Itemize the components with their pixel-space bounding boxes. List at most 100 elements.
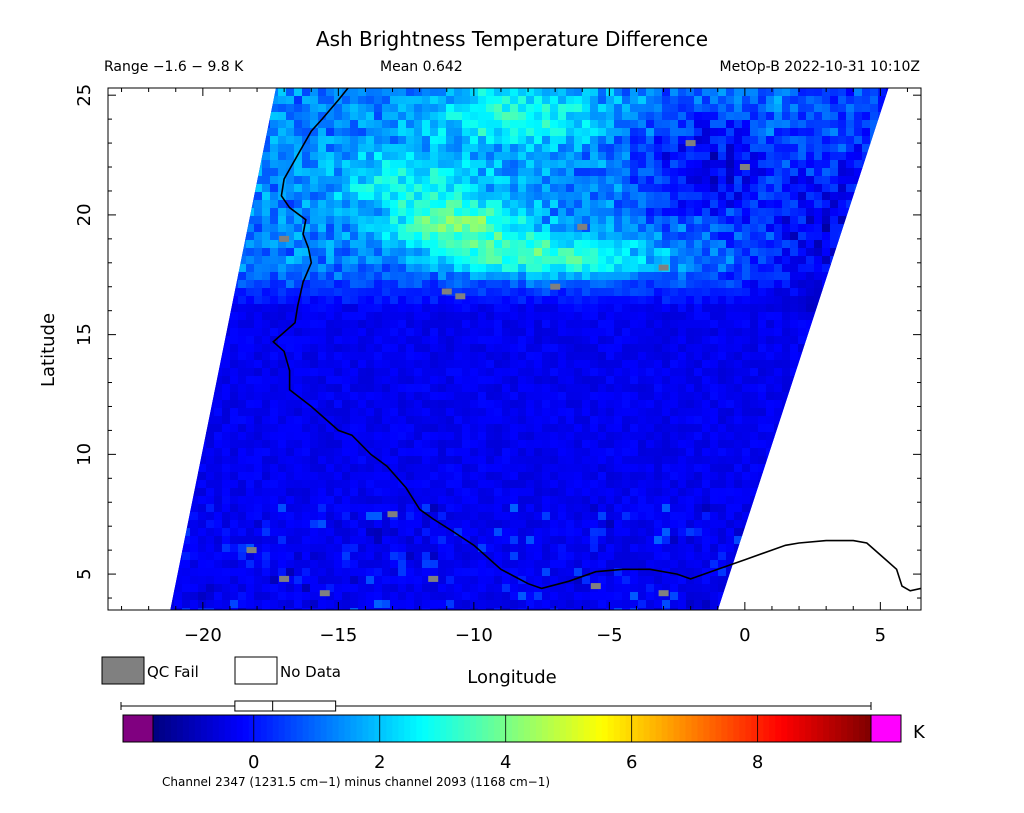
heatmap-cell [822, 384, 831, 393]
heatmap-cell [534, 240, 543, 249]
heatmap-cell [206, 440, 215, 449]
heatmap-cell [694, 144, 703, 153]
heatmap-cell [302, 128, 311, 137]
heatmap-cell [190, 512, 199, 521]
heatmap-cell [862, 104, 871, 113]
heatmap-cell [406, 416, 415, 425]
heatmap-cell [630, 136, 639, 145]
heatmap-cell [534, 312, 543, 321]
heatmap-cell [862, 352, 871, 361]
heatmap-cell [774, 440, 783, 449]
heatmap-cell [294, 360, 303, 369]
heatmap-cell [750, 256, 759, 265]
heatmap-cell [302, 384, 311, 393]
heatmap-cell [502, 88, 511, 97]
heatmap-cell [806, 208, 815, 217]
heatmap-cell [334, 304, 343, 313]
heatmap-cell [630, 192, 639, 201]
heatmap-cell [614, 192, 623, 201]
heatmap-cell [318, 200, 327, 209]
heatmap-cell [358, 96, 367, 105]
heatmap-cell [846, 224, 855, 233]
heatmap-cell [462, 288, 471, 297]
heatmap-cell [398, 456, 407, 465]
heatmap-cell [470, 296, 479, 305]
heatmap-cell [174, 304, 183, 313]
heatmap-cell [758, 248, 767, 257]
heatmap-cell [422, 440, 431, 449]
heatmap-cell [286, 184, 295, 193]
heatmap-cell [190, 432, 199, 441]
heatmap-cell [238, 168, 247, 177]
heatmap-cell [822, 256, 831, 265]
heatmap-cell [278, 416, 287, 425]
heatmap-cell [422, 320, 431, 329]
heatmap-cell [350, 296, 359, 305]
heatmap-cell [894, 504, 902, 512]
heatmap-cell [886, 360, 889, 369]
heatmap-cell [198, 192, 207, 201]
heatmap-cell [694, 480, 703, 489]
heatmap-cell [878, 464, 887, 473]
heatmap-cell [542, 496, 551, 505]
heatmap-cell [510, 240, 519, 249]
heatmap-cell [598, 304, 607, 313]
heatmap-cell [350, 344, 359, 353]
heatmap-cell [398, 104, 407, 113]
heatmap-cell [702, 200, 711, 209]
heatmap-cell [302, 344, 311, 353]
heatmap-cell [494, 176, 503, 185]
heatmap-cell [702, 496, 711, 505]
heatmap-cell [870, 208, 879, 217]
heatmap-cell [494, 184, 503, 193]
heatmap-cell [278, 344, 287, 353]
heatmap-cell [838, 496, 847, 505]
heatmap-cell [782, 272, 791, 281]
heatmap-cell [510, 384, 519, 393]
heatmap-cell [334, 328, 343, 337]
heatmap-cell [670, 376, 679, 385]
heatmap-cell [230, 504, 239, 513]
heatmap-cell [518, 272, 527, 281]
heatmap-cell [566, 288, 575, 297]
heatmap-cell [558, 400, 567, 409]
heatmap-cell [702, 224, 711, 233]
heatmap-cell [646, 320, 655, 329]
heatmap-cell [198, 496, 207, 505]
heatmap-cell [782, 376, 791, 385]
heatmap-cell [542, 272, 551, 281]
heatmap-cell [598, 320, 607, 329]
heatmap-cell [454, 208, 463, 217]
heatmap-cell [406, 280, 415, 289]
heatmap-cell [326, 328, 335, 337]
heatmap-cell [782, 296, 791, 305]
heatmap-cell [862, 360, 871, 369]
heatmap-cell [334, 384, 343, 393]
heatmap-cell [598, 288, 607, 297]
heatmap-cell [286, 480, 295, 489]
heatmap-cell [150, 184, 158, 192]
heatmap-cell [182, 96, 191, 105]
heatmap-cell [534, 216, 543, 225]
heatmap-cell [646, 168, 655, 177]
heatmap-cell [334, 424, 343, 433]
heatmap-cell [798, 448, 807, 457]
heatmap-cell [758, 448, 767, 457]
heatmap-cell [694, 408, 703, 417]
heatmap-cell [518, 440, 527, 449]
heatmap-cell [398, 320, 407, 329]
heatmap-cell [254, 288, 263, 297]
heatmap-cell [382, 184, 391, 193]
heatmap-cell [438, 232, 447, 241]
heatmap-cell [214, 448, 223, 457]
heatmap-cell [758, 352, 767, 361]
heatmap-cell [318, 432, 327, 441]
heatmap-cell [310, 464, 319, 473]
heatmap-cell [414, 136, 423, 145]
heatmap-cell [246, 472, 255, 481]
heatmap-cell [622, 168, 631, 177]
heatmap-cell [830, 344, 839, 353]
heatmap-cell [742, 200, 751, 209]
heatmap-cell [310, 280, 319, 289]
heatmap-cell [550, 216, 559, 225]
